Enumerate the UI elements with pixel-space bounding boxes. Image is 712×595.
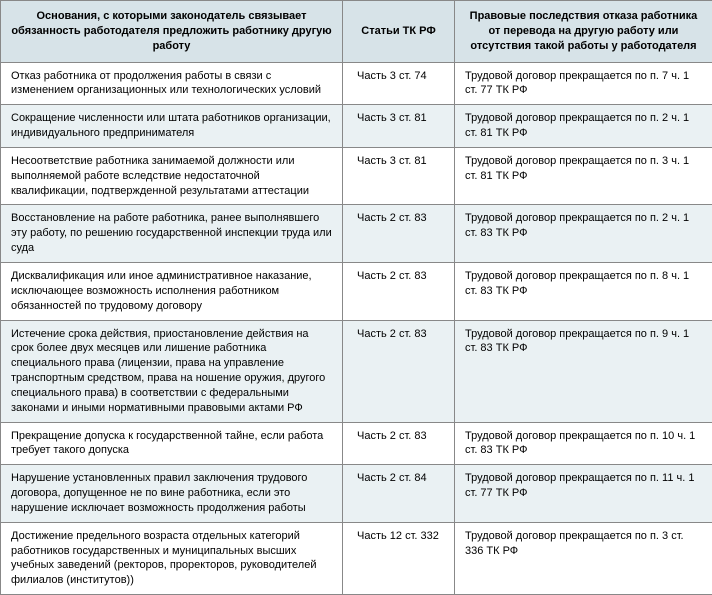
cell-article: Часть 2 ст. 83: [343, 262, 455, 320]
cell-article: Часть 2 ст. 83: [343, 320, 455, 422]
cell-consequence: Трудовой договор прекращается по п. 7 ч.…: [455, 62, 712, 105]
cell-basis: Дисквалификация или иное административно…: [1, 262, 343, 320]
table-row: Нарушение установленных правил заключени…: [1, 465, 712, 523]
cell-article: Часть 2 ст. 83: [343, 422, 455, 465]
consequence-line1: Трудовой договор прекращается: [465, 328, 632, 340]
consequence-line1: Трудовой договор прекращается: [465, 212, 632, 224]
cell-article: Часть 3 ст. 74: [343, 62, 455, 105]
cell-article: Часть 2 ст. 84: [343, 465, 455, 523]
cell-consequence: Трудовой договор прекращается по п. 10 ч…: [455, 422, 712, 465]
cell-basis: Истечение срока действия, приостановлени…: [1, 320, 343, 422]
table-row: Прекращение допуска к государственной та…: [1, 422, 712, 465]
cell-basis: Несоответствие работника занимаемой долж…: [1, 147, 343, 205]
cell-basis: Отказ работника от продолжения работы в …: [1, 62, 343, 105]
table-row: Дисквалификация или иное административно…: [1, 262, 712, 320]
table-row: Отказ работника от продолжения работы в …: [1, 62, 712, 105]
table-row: Восстановление на работе работника, ране…: [1, 205, 712, 263]
table-row: Сокращение численности или штата работни…: [1, 105, 712, 148]
cell-consequence: Трудовой договор прекращается по п. 11 ч…: [455, 465, 712, 523]
col-header-article: Статьи ТК РФ: [343, 1, 455, 63]
consequence-line1: Трудовой договор прекращается: [465, 155, 632, 167]
consequence-line1: Трудовой договор прекращается: [465, 270, 632, 282]
table-row: Несоответствие работника занимаемой долж…: [1, 147, 712, 205]
consequence-line1: Трудовой договор прекращается: [465, 530, 632, 542]
table-row: Истечение срока действия, приостановлени…: [1, 320, 712, 422]
table-body: Отказ работника от продолжения работы в …: [1, 62, 712, 595]
cell-consequence: Трудовой договор прекращается по п. 8 ч.…: [455, 262, 712, 320]
consequence-line1: Трудовой договор прекращается: [465, 430, 632, 442]
consequence-line1: Трудовой договор прекращается: [465, 112, 632, 124]
consequence-line1: Трудовой договор прекращается: [465, 472, 632, 484]
cell-article: Часть 12 ст. 332: [343, 522, 455, 594]
legal-table: Основания, с которыми законодатель связы…: [0, 0, 712, 595]
cell-consequence: Трудовой договор прекращается по п. 9 ч.…: [455, 320, 712, 422]
cell-basis: Достижение предельного возраста отдельны…: [1, 522, 343, 594]
cell-basis: Прекращение допуска к государственной та…: [1, 422, 343, 465]
cell-basis: Нарушение установленных правил заключени…: [1, 465, 343, 523]
table-row: Достижение предельного возраста отдельны…: [1, 522, 712, 594]
cell-consequence: Трудовой договор прекращается по п. 3 ст…: [455, 522, 712, 594]
cell-article: Часть 3 ст. 81: [343, 147, 455, 205]
cell-basis: Восстановление на работе работника, ране…: [1, 205, 343, 263]
cell-consequence: Трудовой договор прекращается по п. 3 ч.…: [455, 147, 712, 205]
col-header-basis: Основания, с которыми законодатель связы…: [1, 1, 343, 63]
cell-consequence: Трудовой договор прекращается по п. 2 ч.…: [455, 105, 712, 148]
cell-article: Часть 3 ст. 81: [343, 105, 455, 148]
cell-basis: Сокращение численности или штата работни…: [1, 105, 343, 148]
col-header-consequence: Правовые последствия отказа работника от…: [455, 1, 712, 63]
header-row: Основания, с которыми законодатель связы…: [1, 1, 712, 63]
cell-article: Часть 2 ст. 83: [343, 205, 455, 263]
consequence-line1: Трудовой договор прекращается: [465, 70, 632, 82]
cell-consequence: Трудовой договор прекращается по п. 2 ч.…: [455, 205, 712, 263]
